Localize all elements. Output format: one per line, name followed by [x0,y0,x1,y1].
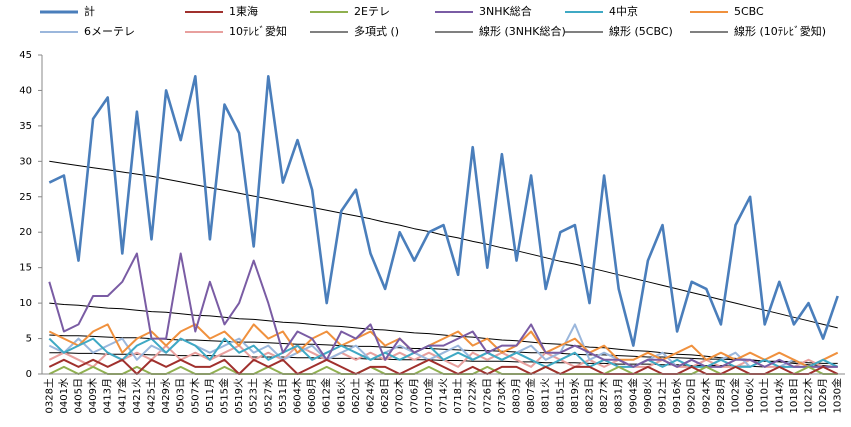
legend-label: 3NHK総合 [479,4,532,18]
x-tick-label: 0628日 [380,378,391,413]
legend-label: 1東海 [229,4,258,18]
x-tick-label: 0421火 [131,378,143,413]
x-tick-label: 0819水 [569,378,581,413]
legend-label: 線形 (3NHK総合) [479,24,566,38]
x-tick-label: 0503日 [176,378,187,413]
x-tick-label: 0916水 [671,378,683,413]
x-tick-label: 0624水 [365,378,377,413]
x-tick-label: 0328土 [42,378,55,413]
x-tick-label: 0831月 [613,378,625,413]
x-tick-label: 0511月 [204,378,216,413]
y-tick-label: 5 [26,334,32,345]
y-tick-label: 30 [19,156,32,167]
x-tick-label: 0722水 [467,378,479,413]
y-tick-label: 15 [19,263,32,274]
trend-line [49,302,838,368]
x-tick-label: 1002金 [729,378,742,413]
x-tick-label: 1010土 [758,378,771,413]
x-tick-label: 0413月 [102,378,114,413]
x-tick-label: 0405日 [74,378,85,413]
y-tick-label: 0 [26,369,32,380]
legend-label: 4中京 [609,4,638,18]
x-tick-label: 0726日 [482,378,493,413]
x-tick-label: 0527水 [262,378,274,413]
x-tick-label: 1030金 [831,378,844,413]
x-tick-label: 0409木 [87,378,99,413]
x-tick-label: 0620土 [349,378,362,413]
x-tick-label: 0912土 [656,378,669,413]
y-tick-label: 40 [19,85,32,96]
x-tick-label: 0924木 [700,378,712,413]
x-tick-label: 0702木 [394,378,406,413]
legend-label: 線形 (10ﾃﾚﾋﾞ愛知) [734,24,826,38]
series-line [48,75,839,347]
x-tick-label: 0811火 [540,378,552,413]
trend-line [49,160,838,329]
x-tick-label: 0807金 [524,378,537,413]
series-line [48,252,838,368]
x-tick-label: 0827木 [598,378,610,413]
x-tick-label: 1006火 [744,378,756,413]
y-tick-label: 10 [19,298,32,309]
x-tick-label: 0920日 [687,378,698,413]
x-tick-label: 0417金 [115,378,128,413]
x-tick-label: 0710金 [422,378,435,413]
series-line [48,323,839,368]
x-tick-label: 0823日 [585,378,596,413]
legend-label: 2Eテレ [354,5,390,18]
x-tick-label: 0519火 [233,378,245,413]
y-tick-label: 25 [19,192,32,203]
legend-label: 10ﾃﾚﾋﾞ愛知 [229,24,287,38]
x-tick-label: 0718土 [451,378,464,413]
y-tick-label: 35 [19,121,32,132]
x-tick-label: 0608月 [306,378,318,413]
x-tick-label: 0531日 [278,378,289,413]
legend-label: 6メーテレ [84,25,135,38]
x-tick-label: 0507木 [189,378,201,413]
x-tick-label: 1022木 [803,378,815,413]
x-tick-label: 0714火 [438,378,450,413]
x-tick-label: 0908火 [642,378,654,413]
x-tick-label: 0815土 [553,378,566,413]
x-tick-label: 0401水 [58,378,70,413]
x-tick-label: 0515金 [218,378,231,413]
x-tick-label: 0425土 [145,378,158,413]
legend-label: 多項式 () [354,24,399,38]
x-tick-label: 1026月 [817,378,829,413]
x-tick-label: 1014水 [773,378,785,413]
x-tick-label: 0523土 [247,378,260,413]
x-tick-label: 0429水 [160,378,172,413]
x-tick-label: 0928月 [715,378,727,413]
x-tick-label: 0604木 [292,378,304,413]
x-tick-label: 0706月 [408,378,420,413]
x-tick-label: 0904金 [626,378,639,413]
x-tick-label: 0616火 [335,378,347,413]
x-tick-label: 0803月 [511,378,523,413]
legend-label: 5CBC [734,5,764,18]
legend-label: 計 [84,4,95,18]
y-tick-label: 45 [19,50,32,61]
y-tick-label: 20 [19,227,32,238]
x-tick-label: 0612金 [320,378,333,413]
x-tick-label: 0730木 [496,378,508,413]
legend-label: 線形 (5CBC) [609,24,673,38]
x-tick-label: 1018日 [789,378,800,413]
